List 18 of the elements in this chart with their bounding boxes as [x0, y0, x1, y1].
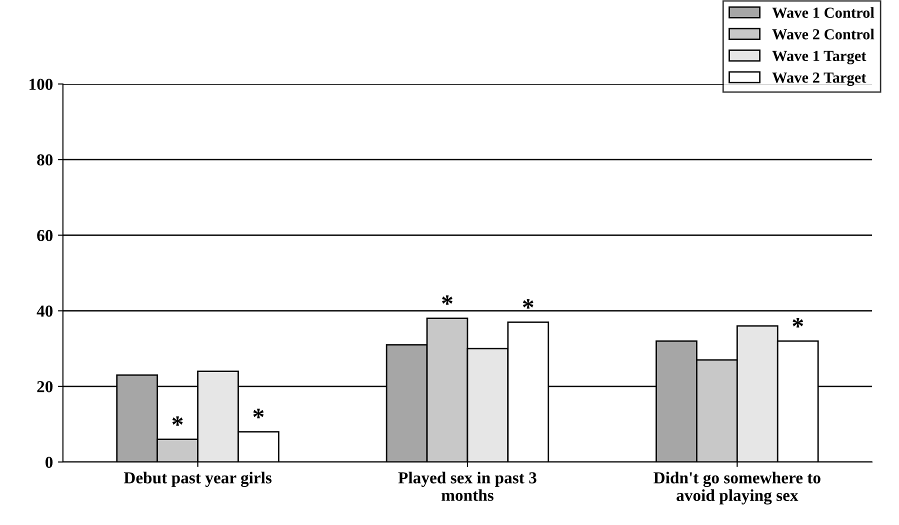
x-tick-label: Played sex in past 3 months: [398, 472, 536, 501]
y-tick-label: 40: [36, 306, 53, 317]
legend-label: Wave 2 Target: [772, 72, 866, 86]
y-tick-label: 0: [46, 456, 53, 468]
y-tick-label: 100: [30, 78, 53, 90]
annotation: *: [172, 416, 183, 426]
annotation: *: [253, 408, 264, 418]
annotation: *: [522, 299, 534, 309]
y-tick-label: 60: [37, 230, 53, 242]
annotation: *: [792, 318, 804, 328]
y-tick-label: 80: [37, 154, 53, 166]
x-tick-label: Debut past year girls: [124, 472, 272, 487]
legend-label: Wave 1 Control: [772, 7, 874, 18]
legend-label: Wave 1 Target: [772, 50, 866, 64]
legend-label: Wave 2 Control: [772, 28, 874, 40]
y-tick-label: 20: [37, 381, 53, 392]
annotation: *: [442, 295, 452, 305]
x-tick-label: Didn't go somewhere to avoid playing sex: [654, 472, 820, 505]
